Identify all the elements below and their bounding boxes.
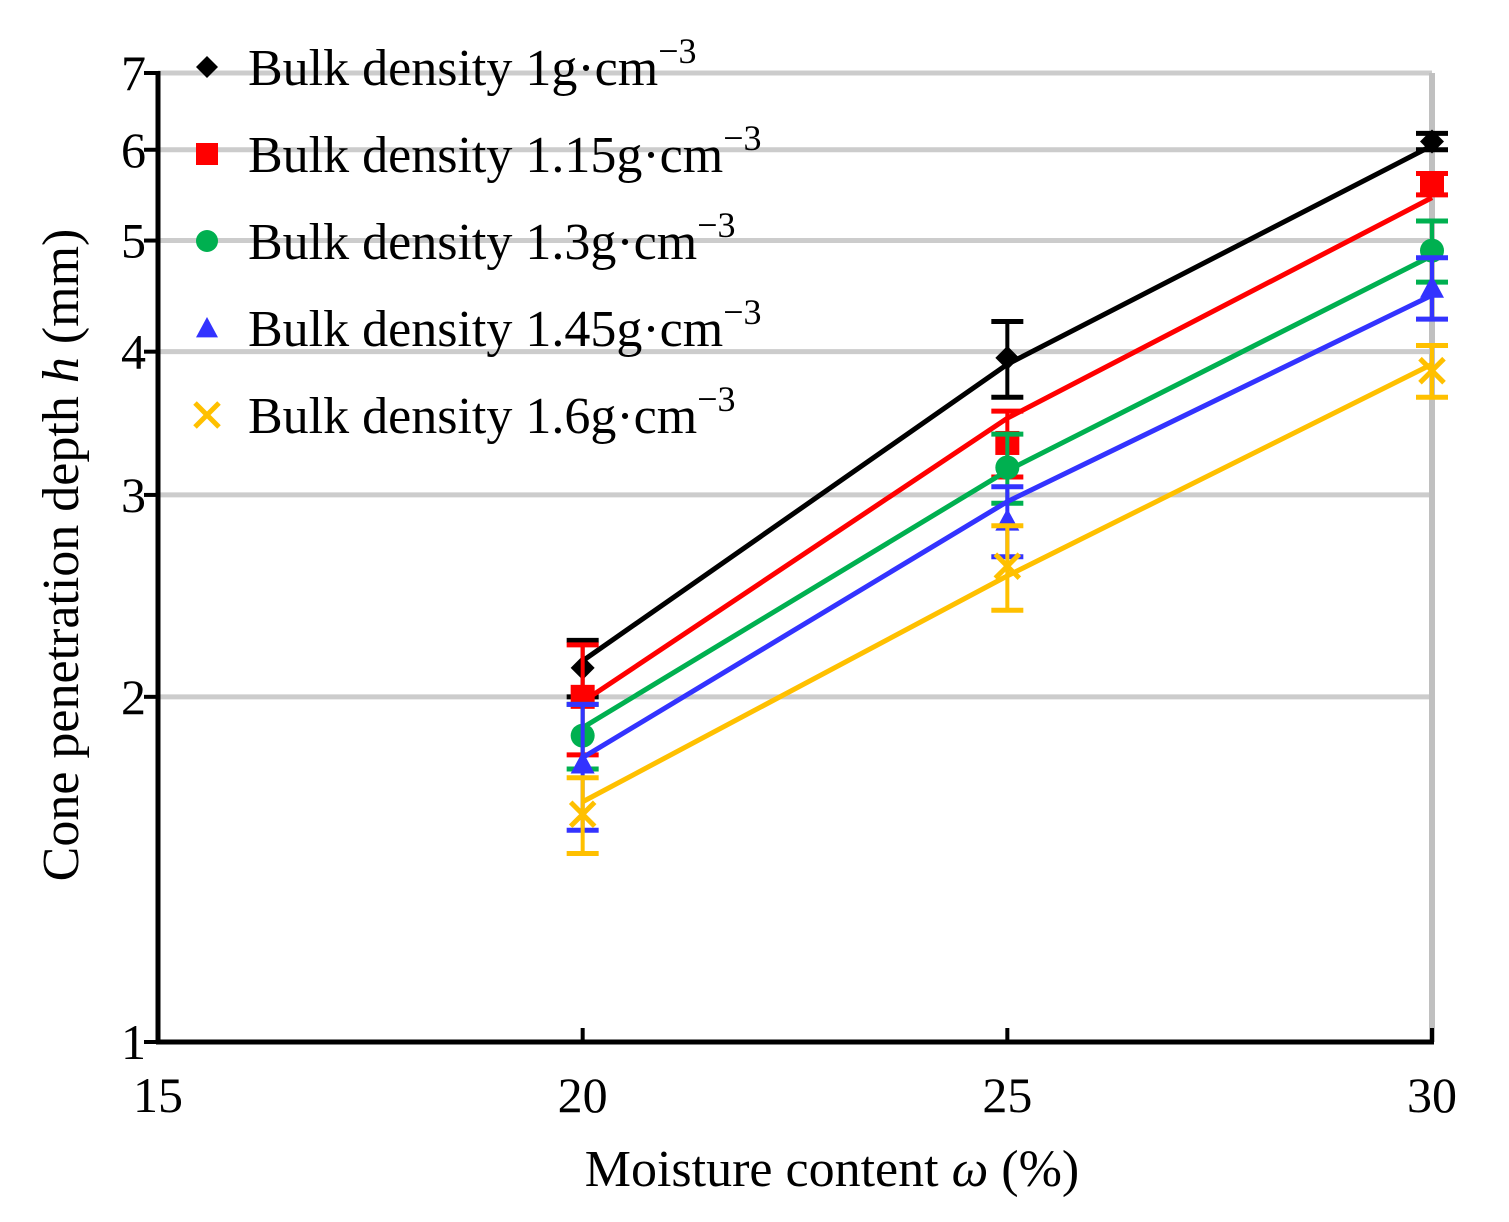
- legend-marker-2: [196, 230, 218, 252]
- legend-label-1: Bulk density 1.15g·cm−3: [248, 118, 762, 184]
- series-4-point-1-stroke-b: [993, 552, 1022, 580]
- series-1-point-2: [1420, 172, 1444, 197]
- series-0-point-2: [1420, 129, 1444, 154]
- series-4-point-1: [993, 552, 1022, 580]
- legend-item-4: Bulk density 1.6g·cm−3: [193, 379, 736, 445]
- axes: [144, 71, 1434, 1045]
- series-0-point-1: [995, 345, 1020, 370]
- legend-marker-4: [193, 401, 221, 429]
- x-tick-label-20: 20: [558, 1067, 608, 1123]
- series-2-point-1: [995, 455, 1020, 480]
- x-axis-label: Moisture content ω (%): [585, 1141, 1080, 1198]
- y-tick-label-2: 2: [121, 669, 146, 725]
- series-4-point-2: [1418, 356, 1446, 385]
- tick-labels: 1 2 3 4 5 6 7 15 20 25 30: [121, 45, 1457, 1123]
- legend-label-0: Bulk density 1g·cm−3: [248, 31, 697, 97]
- y-tick-label-7: 7: [121, 45, 146, 101]
- legend-item-0: Bulk density 1g·cm−3: [196, 31, 697, 97]
- legend-item-3: Bulk density 1.45g·cm−3: [196, 292, 762, 358]
- legend-label-2: Bulk density 1.3g·cm−3: [248, 205, 736, 271]
- legend-marker-3: [196, 317, 218, 338]
- series-3-point-2: [1420, 275, 1444, 298]
- y-tick-label-5: 5: [121, 213, 146, 269]
- series-4-point-0-stroke-b: [568, 800, 597, 828]
- y-tick-label-1: 1: [121, 1014, 146, 1070]
- legend-marker-4-stroke-b: [193, 401, 221, 429]
- y-axis-label: Cone penetration depth h (mm): [33, 229, 90, 882]
- legend-item-2: Bulk density 1.3g·cm−3: [196, 205, 736, 271]
- series-4-point-2-stroke-b: [1418, 356, 1446, 385]
- y-tick-label-3: 3: [121, 467, 146, 523]
- legend-label-4: Bulk density 1.6g·cm−3: [248, 379, 736, 445]
- x-tick-label-25: 25: [982, 1067, 1032, 1123]
- x-tick-label-15: 15: [133, 1067, 183, 1123]
- y-tick-label-4: 4: [121, 324, 146, 380]
- y-tick-label-6: 6: [121, 122, 146, 178]
- legend-marker-1: [196, 143, 218, 165]
- legend-item-1: Bulk density 1.15g·cm−3: [196, 118, 762, 184]
- x-tick-label-30: 30: [1407, 1067, 1457, 1123]
- legend-marker-0: [196, 56, 218, 78]
- legend-label-3: Bulk density 1.45g·cm−3: [248, 292, 762, 358]
- series-4-point-0: [568, 800, 597, 828]
- legend: Bulk density 1g·cm−3 Bulk density 1.15g·c…: [193, 31, 762, 445]
- series-4: [566, 342, 1448, 857]
- plot-area: [566, 129, 1448, 857]
- series-3-point-0: [570, 751, 595, 774]
